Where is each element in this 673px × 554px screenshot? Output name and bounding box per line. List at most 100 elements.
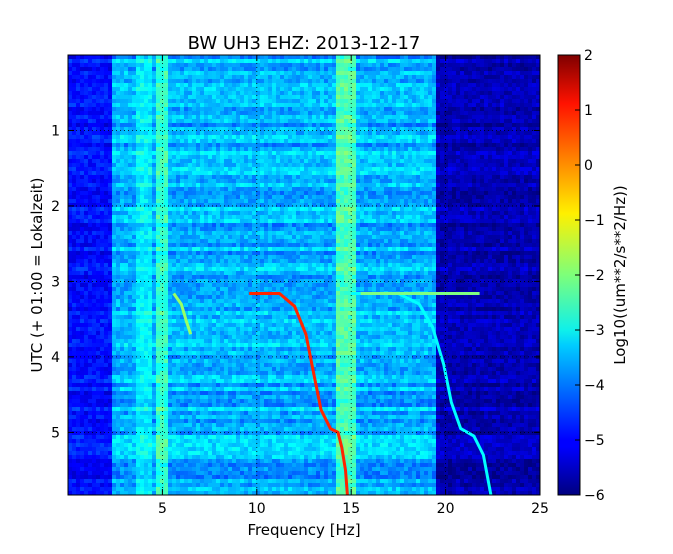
heatmap-cell (72, 223, 77, 228)
heatmap-cell (184, 159, 189, 164)
heatmap-cell (368, 167, 373, 172)
heatmap-cell (500, 187, 505, 192)
heatmap-cell (236, 199, 241, 204)
heatmap-cell (452, 219, 457, 224)
heatmap-cell (252, 103, 257, 108)
heatmap-cell (120, 75, 125, 80)
heatmap-cell (168, 151, 173, 156)
heatmap-cell (488, 59, 493, 64)
heatmap-cell (344, 127, 349, 132)
heatmap-cell (148, 219, 153, 224)
heatmap-cell (104, 151, 109, 156)
heatmap-cell (368, 131, 373, 136)
heatmap-cell (68, 163, 73, 168)
heatmap-cell (132, 119, 137, 124)
heatmap-cell (492, 111, 497, 116)
heatmap-cell (152, 67, 157, 72)
heatmap-cell (452, 183, 457, 188)
heatmap-cell (260, 119, 265, 124)
heatmap-cell (300, 175, 305, 180)
heatmap-cell (328, 87, 333, 92)
heatmap-cell (288, 87, 293, 92)
heatmap-cell (460, 111, 465, 116)
heatmap-cell (368, 111, 373, 116)
heatmap-cell (252, 111, 257, 116)
heatmap-cell (484, 195, 489, 200)
heatmap-cell (256, 203, 261, 208)
heatmap-cell (432, 147, 437, 152)
heatmap-cell (480, 179, 485, 184)
heatmap-cell (236, 195, 241, 200)
heatmap-cell (464, 127, 469, 132)
heatmap-cell (268, 143, 273, 148)
heatmap-cell (340, 79, 345, 84)
heatmap-cell (292, 91, 297, 96)
heatmap-cell (380, 67, 385, 72)
heatmap-cell (368, 179, 373, 184)
heatmap-cell (516, 171, 521, 176)
heatmap-cell (416, 99, 421, 104)
heatmap-cell (176, 67, 181, 72)
heatmap-cell (256, 99, 261, 104)
heatmap-cell (248, 63, 253, 68)
heatmap-cell (208, 91, 213, 96)
heatmap-cell (400, 123, 405, 128)
heatmap-cell (216, 75, 221, 80)
heatmap-cell (104, 203, 109, 208)
heatmap-cell (224, 155, 229, 160)
heatmap-cell (452, 103, 457, 108)
heatmap-cell (216, 223, 221, 228)
heatmap-cell (100, 215, 105, 220)
heatmap-cell (160, 83, 165, 88)
heatmap-cell (272, 175, 277, 180)
heatmap-cell (344, 207, 349, 212)
heatmap-cell (464, 71, 469, 76)
heatmap-cell (296, 99, 301, 104)
heatmap-cell (528, 135, 533, 140)
heatmap-cell (188, 215, 193, 220)
heatmap-cell (476, 87, 481, 92)
heatmap-cell (104, 215, 109, 220)
heatmap-cell (436, 63, 441, 68)
heatmap-cell (480, 87, 485, 92)
heatmap-cell (464, 219, 469, 224)
heatmap-cell (212, 155, 217, 160)
heatmap-cell (168, 199, 173, 204)
heatmap-cell (268, 83, 273, 88)
heatmap-cell (96, 123, 101, 128)
heatmap-cell (536, 215, 540, 220)
heatmap-cell (160, 131, 165, 136)
heatmap-cell (456, 91, 461, 96)
heatmap-cell (324, 211, 329, 216)
heatmap-cell (104, 119, 109, 124)
heatmap-cell (168, 211, 173, 216)
heatmap-cell (492, 79, 497, 84)
heatmap-cell (332, 59, 337, 64)
heatmap-cell (84, 179, 89, 184)
heatmap-cell (164, 211, 169, 216)
heatmap-cell (364, 75, 369, 80)
heatmap-cell (152, 175, 157, 180)
heatmap-cell (160, 87, 165, 92)
heatmap-cell (460, 55, 465, 60)
heatmap-cell (520, 203, 525, 208)
heatmap-cell (308, 107, 313, 112)
heatmap-cell (360, 59, 365, 64)
heatmap-cell (220, 139, 225, 144)
heatmap-cell (200, 67, 205, 72)
heatmap-cell (212, 215, 217, 220)
heatmap-cell (484, 95, 489, 100)
heatmap-cell (276, 103, 281, 108)
heatmap-cell (416, 183, 421, 188)
heatmap-cell (76, 187, 81, 192)
heatmap-cell (88, 91, 93, 96)
heatmap-cell (232, 147, 237, 152)
heatmap-cell (424, 171, 429, 176)
heatmap-cell (448, 71, 453, 76)
heatmap-cell (196, 179, 201, 184)
heatmap-cell (204, 123, 209, 128)
heatmap-cell (456, 55, 461, 60)
heatmap-cell (84, 219, 89, 224)
heatmap-cell (520, 131, 525, 136)
heatmap-cell (488, 151, 493, 156)
